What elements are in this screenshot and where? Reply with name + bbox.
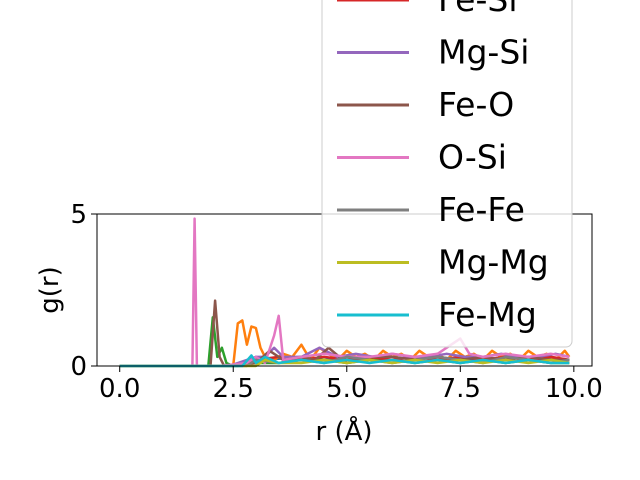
x-tick-label: 5.0	[326, 374, 367, 404]
legend-label-2: Fe-O	[438, 85, 514, 124]
legend-label-4: Fe-Fe	[438, 190, 525, 229]
y-tick-label: 0	[70, 352, 87, 382]
y-axis: 05	[70, 200, 97, 382]
legend-label-5: Mg-Mg	[438, 243, 549, 282]
x-tick-label: 2.5	[213, 374, 254, 404]
legend-label-1: Mg-Si	[438, 33, 529, 72]
legend-label-3: O-Si	[438, 138, 507, 177]
legend-box	[321, 0, 573, 348]
legend-label-6: Fe-Mg	[438, 295, 537, 334]
legend-label-0: Fe-Si	[438, 0, 518, 19]
x-tick-label: 10.0	[545, 374, 603, 404]
legend: Fe-Si Mg-Si Fe-O O-Si Fe-Fe Mg-Mg Fe-Mg	[321, 0, 573, 348]
x-axis: 0.0 2.5 5.0 7.5 10.0	[99, 366, 603, 404]
y-tick-label: 5	[70, 200, 87, 230]
series-line-9	[119, 354, 570, 368]
x-axis-label: r (Å)	[315, 415, 372, 447]
x-tick-label: 0.0	[99, 374, 140, 404]
x-tick-label: 7.5	[440, 374, 481, 404]
series-line-5	[119, 299, 570, 368]
y-axis-label: g(r)	[35, 266, 65, 313]
